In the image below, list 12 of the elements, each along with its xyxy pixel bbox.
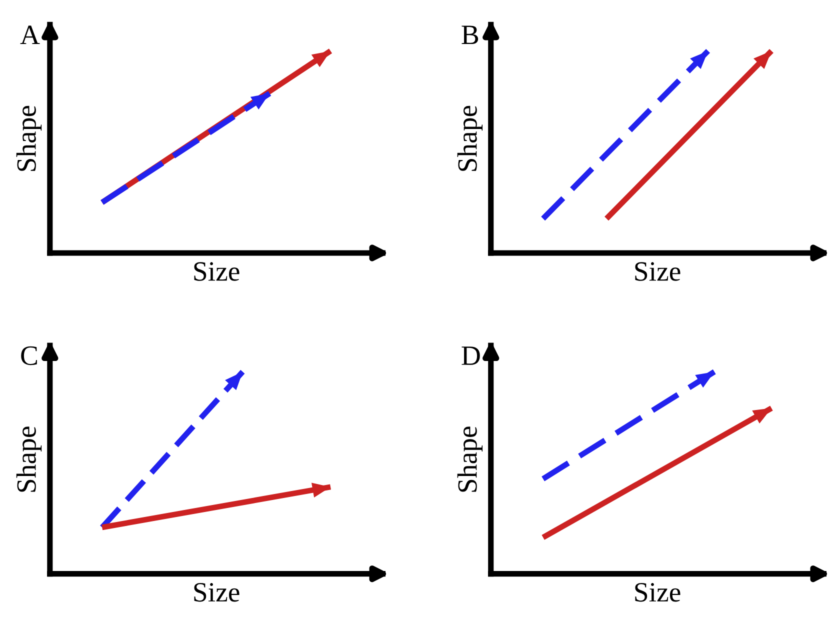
y-axis-title: Shape (457, 106, 483, 171)
x-axis-title: Size (194, 583, 240, 602)
chart-title: B (462, 26, 478, 44)
x-axis-title: Size (635, 583, 680, 602)
chart-title: C (21, 346, 37, 366)
x-axis-title: Size (194, 262, 240, 281)
chart-title: A (20, 26, 40, 44)
x-axis-title: Size (635, 262, 680, 281)
y-axis-title: Shape (457, 426, 483, 492)
y-axis-title: Shape (16, 106, 42, 171)
chart-title: D (462, 346, 480, 365)
y-axis-title: Shape (16, 426, 42, 492)
